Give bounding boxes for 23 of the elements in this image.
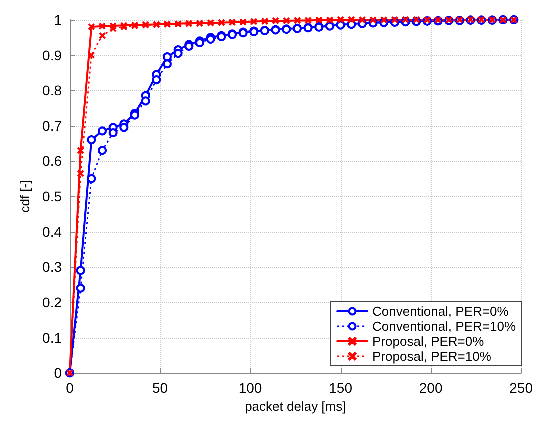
y-tick-label: 1 xyxy=(54,12,62,28)
y-tick-label: 0.8 xyxy=(42,82,62,99)
y-tick-label: 0 xyxy=(54,365,62,382)
x-tick-label: 100 xyxy=(238,380,262,396)
y-tick-label: 0.1 xyxy=(42,330,62,346)
y-tick-label: 0.3 xyxy=(42,259,62,276)
x-axis-title: packet delay [ms] xyxy=(245,399,346,414)
x-tick-label: 50 xyxy=(152,380,168,396)
legend-label: Proposal, PER=0% xyxy=(372,334,485,349)
legend-label: Proposal, PER=10% xyxy=(372,349,492,364)
x-tick-label: 0 xyxy=(66,380,74,396)
x-tick-label: 150 xyxy=(329,380,353,396)
legend-label: Conventional, PER=0% xyxy=(372,304,510,319)
x-tick-label: 250 xyxy=(510,380,534,396)
y-tick-label: 0.9 xyxy=(42,47,62,64)
y-tick-label: 0.7 xyxy=(42,118,62,134)
y-axis-title: cdf [-] xyxy=(18,180,33,213)
legend-label: Conventional, PER=10% xyxy=(372,319,516,334)
x-tick-label: 200 xyxy=(419,380,443,396)
y-tick-label: 0.2 xyxy=(42,294,62,310)
y-tick-label: 0.4 xyxy=(42,224,62,240)
y-tick-label: 0.6 xyxy=(42,153,62,170)
y-tick-label: 0.5 xyxy=(42,188,62,205)
